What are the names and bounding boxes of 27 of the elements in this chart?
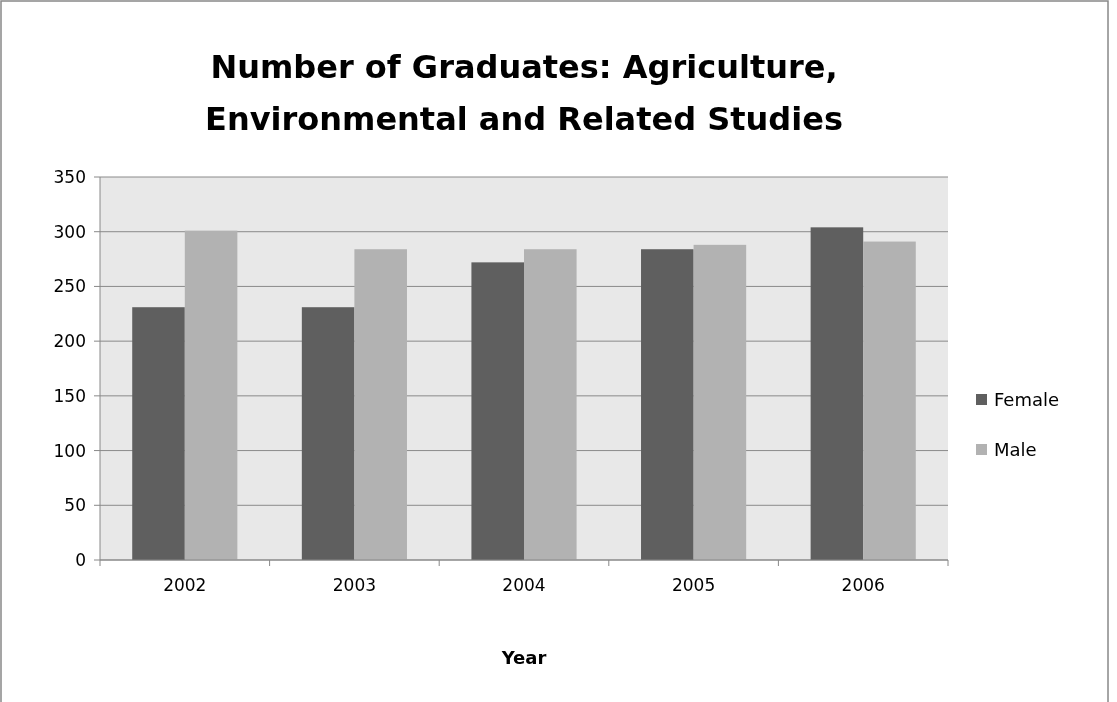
bar (693, 244, 747, 560)
y-tick-label: 50 (64, 495, 86, 516)
y-tick-label: 250 (53, 276, 86, 297)
bar (301, 307, 355, 560)
bar (810, 227, 864, 560)
bar (184, 230, 238, 560)
bar (132, 307, 185, 560)
y-tick-label: 100 (53, 440, 86, 461)
bar (863, 241, 916, 560)
x-tick-label: 2006 (841, 575, 885, 595)
bar (354, 249, 407, 560)
y-tick-label: 350 (53, 167, 86, 187)
legend-label: Female (994, 389, 1060, 410)
x-tick-label: 2002 (163, 575, 207, 595)
x-tick-label: 2003 (332, 575, 377, 595)
bar (524, 249, 577, 560)
x-tick-label: 2005 (671, 575, 716, 595)
x-tick-label: 2004 (502, 575, 546, 595)
y-tick-label: 200 (53, 331, 86, 352)
chart-title: Number of Graduates: Agriculture, Environmental and Related Studies (205, 48, 843, 138)
y-tick-label: 0 (75, 550, 86, 570)
y-tick-label: 300 (53, 221, 86, 242)
bar (641, 249, 694, 560)
bar (471, 262, 524, 560)
y-tick-label: 150 (53, 385, 86, 406)
x-axis-title: Year (500, 647, 547, 668)
legend-label: Male (994, 439, 1037, 460)
